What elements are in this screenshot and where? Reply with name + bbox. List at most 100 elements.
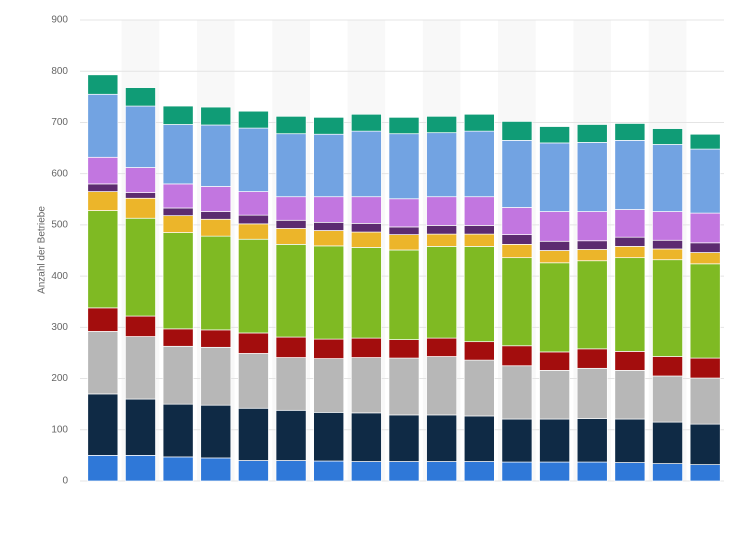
bar-segment — [426, 356, 458, 416]
bar-segment — [689, 263, 721, 359]
bar-segment — [539, 211, 570, 242]
bar-segment — [275, 336, 307, 358]
bar-segment — [539, 370, 570, 420]
bar-segment — [87, 74, 119, 95]
bar-segment — [162, 232, 194, 330]
bar-segment — [238, 460, 269, 482]
bar-segment — [200, 218, 232, 237]
bar-segment — [501, 140, 533, 208]
bar-segment — [539, 262, 570, 353]
bar-segment — [350, 196, 382, 224]
bar-segment — [652, 463, 683, 482]
bar-segment — [652, 211, 683, 241]
bar-segment — [125, 105, 156, 168]
bar-segment — [125, 217, 156, 317]
bar-segment — [125, 87, 156, 107]
bar-segment — [388, 414, 420, 462]
bar-segment — [200, 329, 232, 348]
bar-segment — [162, 183, 194, 209]
bar-segment — [652, 421, 683, 464]
bar-segment — [313, 116, 345, 135]
bar-segment — [614, 462, 646, 482]
bar-segment — [501, 345, 533, 367]
y-tick-label: 400 — [51, 271, 68, 282]
bar-segment — [463, 461, 495, 482]
bar-segment — [275, 357, 307, 411]
y-tick-label: 800 — [51, 66, 68, 77]
bar-segment — [501, 461, 533, 482]
bar-segment — [463, 113, 495, 132]
bar-segment — [275, 409, 307, 461]
bar-segment — [576, 418, 608, 463]
bar-segment — [162, 215, 194, 233]
bar-segment — [162, 456, 194, 482]
bar-segment — [87, 331, 119, 395]
bar-segment — [501, 234, 533, 245]
bar-segment — [238, 110, 269, 129]
bar-segment — [539, 240, 570, 251]
bar-segment — [350, 130, 382, 198]
bar-segment — [539, 418, 570, 463]
bar-segment — [200, 124, 232, 187]
bar-segment — [87, 393, 119, 456]
bar-segment — [275, 115, 307, 135]
bar-segment — [125, 197, 156, 219]
bar-segment — [388, 116, 420, 135]
bar-segment — [313, 196, 345, 223]
bar-segment — [689, 377, 721, 425]
bar-segment — [689, 423, 721, 465]
bar-segment — [275, 460, 307, 482]
bar-segment — [87, 183, 119, 192]
bar-segment — [313, 460, 345, 482]
bar-segment — [200, 186, 232, 212]
bar-segment — [426, 246, 458, 339]
y-tick-label: 900 — [51, 15, 68, 26]
bar-segment — [689, 242, 721, 253]
y-tick-label: 0 — [62, 476, 68, 487]
bar-segment — [614, 123, 646, 141]
bar-segment — [576, 249, 608, 262]
bar-segment — [388, 226, 420, 235]
bar-segment — [125, 167, 156, 193]
bar-segment — [200, 457, 232, 482]
bar-segment — [463, 130, 495, 198]
bar-segment — [350, 231, 382, 248]
bar-segment — [87, 93, 119, 158]
bar-segment — [313, 245, 345, 340]
bar-segment — [501, 257, 533, 347]
bars — [87, 74, 721, 482]
bar-segment — [200, 346, 232, 406]
bar-segment — [350, 461, 382, 482]
bar-segment — [388, 461, 420, 482]
y-axis-label: Anzahl der Betriebe — [37, 206, 48, 294]
bar-segment — [426, 132, 458, 198]
bar-segment — [125, 455, 156, 482]
bar-segment — [238, 214, 269, 225]
bar-segment — [426, 337, 458, 357]
bar-segment — [463, 233, 495, 247]
bar-segment — [238, 191, 269, 216]
bar-segment — [576, 240, 608, 250]
bar-segment — [689, 357, 721, 379]
bar-segment — [652, 356, 683, 377]
bar-segment — [162, 124, 194, 185]
bar-segment — [539, 250, 570, 264]
bar-segment — [501, 418, 533, 463]
bar-segment — [162, 403, 194, 458]
bar-segment — [614, 246, 646, 259]
bar-segment — [652, 128, 683, 145]
bar-segment — [463, 246, 495, 343]
y-tick-label: 200 — [51, 373, 68, 384]
bar-segment — [501, 207, 533, 235]
bar-segment — [350, 357, 382, 414]
bar-segment — [162, 207, 194, 217]
bar-segment — [238, 127, 269, 192]
y-tick-label: 600 — [51, 168, 68, 179]
bar-segment — [275, 219, 307, 229]
bar-segment — [87, 191, 119, 211]
bar-segment — [576, 260, 608, 350]
bar-segment — [614, 236, 646, 247]
bar-segment — [614, 140, 646, 210]
bar-segment — [539, 351, 570, 371]
